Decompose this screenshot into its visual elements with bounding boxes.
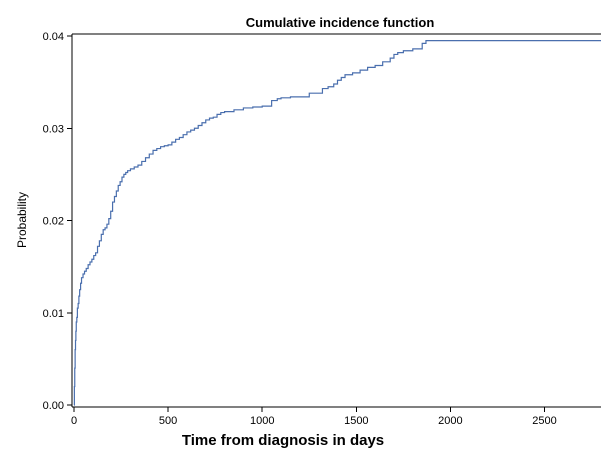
y-tick-label: 0.02: [43, 216, 64, 228]
x-tick-label: 2500: [532, 415, 556, 427]
x-tick-label: 2000: [438, 415, 462, 427]
y-tick-label: 0.01: [43, 308, 64, 320]
y-tick-label: 0.03: [43, 123, 64, 135]
x-tick-label: 500: [159, 415, 177, 427]
y-axis-label: Probability: [15, 192, 29, 248]
cumulative-incidence-line: [73, 40, 601, 406]
y-tick-label: 0.04: [43, 31, 64, 43]
series-layer: [73, 40, 601, 406]
chart-title: Cumulative incidence function: [246, 15, 435, 30]
x-tick-label: 1500: [344, 415, 368, 427]
y-axis-ticks: 0.00 0.01 0.02 0.03 0.04: [43, 31, 72, 412]
x-axis-ticks: 0 500 1000 1500 2000 2500: [71, 407, 557, 427]
x-tick-label: 0: [71, 415, 77, 427]
x-axis-label: Time from diagnosis in days: [182, 432, 384, 449]
x-tick-label: 1000: [250, 415, 274, 427]
y-tick-label: 0.00: [43, 400, 64, 412]
